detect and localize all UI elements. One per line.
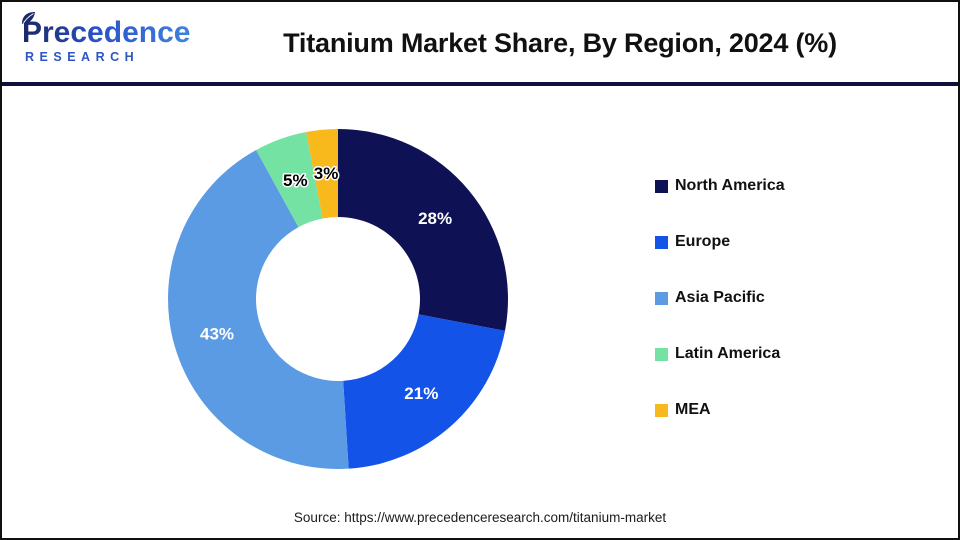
- legend-swatch-icon: [655, 347, 668, 361]
- pie-slice-europe: [343, 314, 505, 469]
- legend-swatch-icon: [655, 291, 668, 305]
- legend-item-asia-pacific: Asia Pacific: [655, 270, 785, 326]
- legend-label: MEA: [675, 401, 711, 418]
- legend-item-north-america: North America: [655, 158, 785, 214]
- header: Precedence RESEARCH Titanium Market Shar…: [2, 2, 958, 82]
- legend-swatch-icon: [655, 179, 668, 193]
- slice-value-label: 5%: [283, 171, 308, 190]
- brand-logo: Precedence RESEARCH: [22, 12, 190, 64]
- legend: North America Europe Asia Pacific Latin Ame…: [655, 158, 785, 438]
- pie-slice-north-america: [338, 129, 509, 331]
- slice-value-label: 21%: [404, 384, 438, 403]
- legend-label: Latin America: [675, 345, 781, 362]
- legend-label: North America: [675, 177, 785, 194]
- pie-slice-asia-pacific: [168, 150, 349, 469]
- header-divider: [2, 82, 958, 86]
- legend-label: Europe: [675, 233, 731, 250]
- chart-title: Titanium Market Share, By Region, 2024 (…: [283, 28, 837, 58]
- slice-value-label: 43%: [200, 325, 234, 344]
- source-text: Source: https://www.precedenceresearch.c…: [293, 510, 667, 525]
- pie-slice-latin-america: [256, 132, 323, 228]
- legend-label: Asia Pacific: [675, 289, 765, 306]
- brand-subtitle: RESEARCH: [25, 50, 140, 64]
- pie-slice-mea: [306, 129, 338, 219]
- leaf-icon: [22, 12, 35, 24]
- legend-swatch-icon: [655, 235, 668, 249]
- brand-name: Precedence: [22, 12, 190, 48]
- slice-value-label: 3%: [314, 164, 339, 183]
- donut-chart: 28% 21% 43% 5% 3%: [168, 129, 509, 469]
- slice-value-label: 28%: [418, 209, 452, 228]
- legend-item-latin-america: Latin America: [655, 326, 785, 382]
- legend-item-mea: MEA: [655, 382, 785, 438]
- legend-item-europe: Europe: [655, 214, 785, 270]
- legend-swatch-icon: [655, 403, 668, 417]
